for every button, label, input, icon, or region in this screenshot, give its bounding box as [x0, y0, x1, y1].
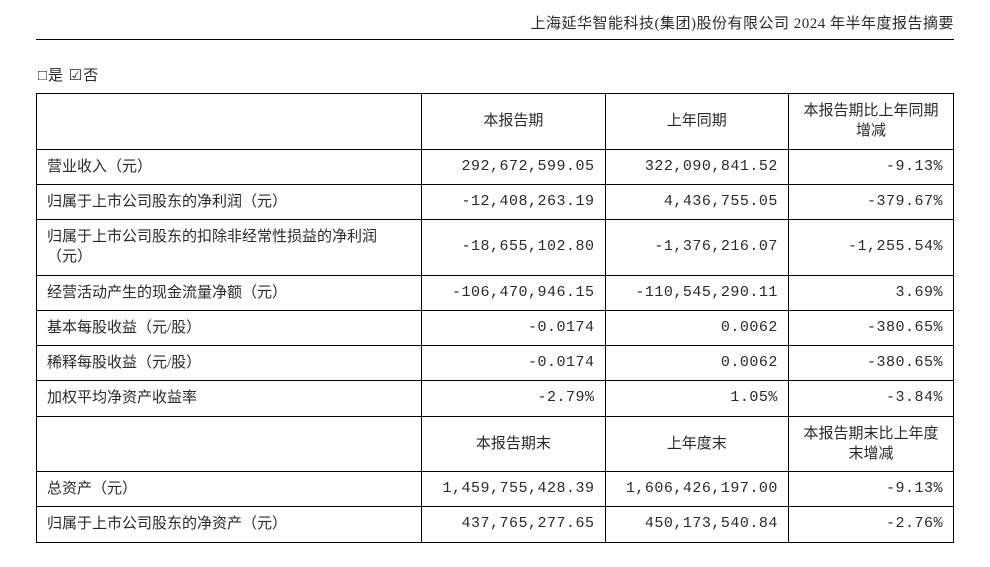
cell-value: -3.84%	[788, 381, 953, 416]
header-blank	[37, 94, 422, 150]
table-row: 经营活动产生的现金流量净额（元） -106,470,946.15 -110,54…	[37, 275, 954, 310]
cell-value: -18,655,102.80	[422, 220, 605, 276]
financial-table: 本报告期 上年同期 本报告期比上年同期增减 营业收入（元） 292,672,59…	[36, 93, 954, 543]
cell-value: -1,255.54%	[788, 220, 953, 276]
cell-value: -0.0174	[422, 310, 605, 345]
cell-value: 4,436,755.05	[605, 184, 788, 219]
cell-value: -2.76%	[788, 507, 953, 542]
cell-value: 1,459,755,428.39	[422, 472, 605, 507]
table-row: 加权平均净资产收益率 -2.79% 1.05% -3.84%	[37, 381, 954, 416]
row-label: 营业收入（元）	[37, 149, 422, 184]
header-year-end: 上年度末	[605, 416, 788, 472]
cell-value: 3.69%	[788, 275, 953, 310]
table-header-row: 本报告期 上年同期 本报告期比上年同期增减	[37, 94, 954, 150]
table-row: 总资产（元） 1,459,755,428.39 1,606,426,197.00…	[37, 472, 954, 507]
page-header: 上海延华智能科技(集团)股份有限公司 2024 年半年度报告摘要	[36, 12, 954, 40]
cell-value: -380.65%	[788, 310, 953, 345]
table-row: 基本每股收益（元/股） -0.0174 0.0062 -380.65%	[37, 310, 954, 345]
page-title: 上海延华智能科技(集团)股份有限公司 2024 年半年度报告摘要	[531, 16, 955, 32]
cell-value: 450,173,540.84	[605, 507, 788, 542]
row-label: 加权平均净资产收益率	[37, 381, 422, 416]
row-label: 归属于上市公司股东的净利润（元）	[37, 184, 422, 219]
header-current-period: 本报告期	[422, 94, 605, 150]
header-period-end: 本报告期末	[422, 416, 605, 472]
header-change: 本报告期比上年同期增减	[788, 94, 953, 150]
cell-value: -380.65%	[788, 346, 953, 381]
cell-value: -379.67%	[788, 184, 953, 219]
table-row: 归属于上市公司股东的净利润（元） -12,408,263.19 4,436,75…	[37, 184, 954, 219]
cell-value: -0.0174	[422, 346, 605, 381]
cell-value: -9.13%	[788, 472, 953, 507]
table-row: 稀释每股收益（元/股） -0.0174 0.0062 -380.65%	[37, 346, 954, 381]
cell-value: -9.13%	[788, 149, 953, 184]
header-blank	[37, 416, 422, 472]
cell-value: 292,672,599.05	[422, 149, 605, 184]
cell-value: -106,470,946.15	[422, 275, 605, 310]
cell-value: -2.79%	[422, 381, 605, 416]
table-header-row: 本报告期末 上年度末 本报告期末比上年度末增减	[37, 416, 954, 472]
cell-value: 0.0062	[605, 310, 788, 345]
cell-value: -110,545,290.11	[605, 275, 788, 310]
table-row: 营业收入（元） 292,672,599.05 322,090,841.52 -9…	[37, 149, 954, 184]
cell-value: 322,090,841.52	[605, 149, 788, 184]
header-prior-period: 上年同期	[605, 94, 788, 150]
row-label: 稀释每股收益（元/股）	[37, 346, 422, 381]
cell-value: 1.05%	[605, 381, 788, 416]
row-label: 基本每股收益（元/股）	[37, 310, 422, 345]
cell-value: 0.0062	[605, 346, 788, 381]
cell-value: -12,408,263.19	[422, 184, 605, 219]
cell-value: 437,765,277.65	[422, 507, 605, 542]
row-label: 经营活动产生的现金流量净额（元）	[37, 275, 422, 310]
table-row: 归属于上市公司股东的净资产（元） 437,765,277.65 450,173,…	[37, 507, 954, 542]
checkbox-line: □是 ☑否	[38, 64, 954, 85]
row-label: 总资产（元）	[37, 472, 422, 507]
page-container: 上海延华智能科技(集团)股份有限公司 2024 年半年度报告摘要 □是 ☑否 本…	[0, 0, 990, 567]
header-change-end: 本报告期末比上年度末增减	[788, 416, 953, 472]
row-label: 归属于上市公司股东的扣除非经常性损益的净利润（元）	[37, 220, 422, 276]
cell-value: 1,606,426,197.00	[605, 472, 788, 507]
cell-value: -1,376,216.07	[605, 220, 788, 276]
row-label: 归属于上市公司股东的净资产（元）	[37, 507, 422, 542]
table-row: 归属于上市公司股东的扣除非经常性损益的净利润（元） -18,655,102.80…	[37, 220, 954, 276]
